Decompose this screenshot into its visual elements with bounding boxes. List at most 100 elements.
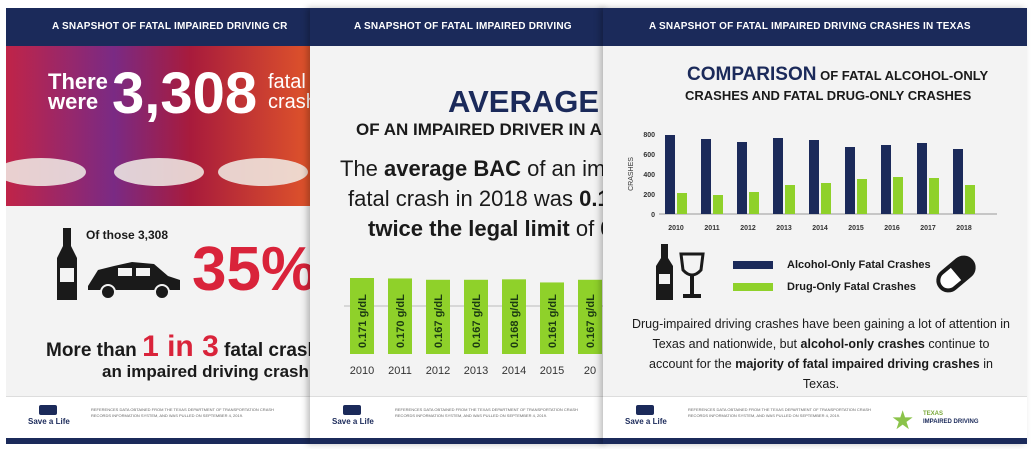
infographic-panel-crashes: A SNAPSHOT OF FATAL IMPAIRED DRIVING CR … xyxy=(6,8,314,444)
comparison-title: COMPARISON OF FATAL ALCOHOL-ONLY xyxy=(687,64,989,85)
x-tick-label: 2013 xyxy=(776,225,792,232)
bottle-icon xyxy=(57,228,77,300)
bac-bar xyxy=(502,279,526,354)
x-tick-label: 2015 xyxy=(848,225,864,232)
fatal-crash-text: fatal crash xyxy=(268,71,314,113)
comparison-bar-chart: 0 200 400 600 800 CRASHES 2010 2011 2012 2013 2014… xyxy=(628,132,997,232)
chart-legend: Alcohol-Only Fatal Crashes Drug-Only Fat… xyxy=(733,254,931,298)
y-tick-label: 0 xyxy=(651,212,655,219)
bac-sentence-line2: fatal crash in 2018 was 0.165 g xyxy=(348,186,608,211)
bac-bar-label: 0.161 g/dL xyxy=(547,294,559,348)
texas-impaired-driving-logo: ★ TEXAS IMPAIRED DRIVING xyxy=(891,405,979,435)
x-tick-label: 2015 xyxy=(540,365,564,377)
alcohol-bar xyxy=(845,147,855,214)
drug-bar xyxy=(821,183,831,214)
infographic-panel-bac: A SNAPSHOT OF FATAL IMPAIRED DRIVING AVE… xyxy=(310,8,608,444)
x-tick-label: 2012 xyxy=(426,365,450,377)
bac-bar xyxy=(426,279,450,354)
panel-footer: Save a Life REFERENCES DATA OBTAINED FRO… xyxy=(603,396,1027,444)
x-tick-label: 2014 xyxy=(502,365,526,377)
crashed-car-icon xyxy=(88,262,180,300)
x-tick-label: 2017 xyxy=(920,225,936,232)
save-a-life-logo: Save a Life xyxy=(332,405,374,435)
legend-item-alcohol: Alcohol-Only Fatal Crashes xyxy=(733,254,931,276)
panel-header: A SNAPSHOT OF FATAL IMPAIRED DRIVING xyxy=(310,8,608,46)
alcohol-bar xyxy=(773,138,783,214)
bac-bar xyxy=(578,279,602,354)
x-tick-label: 2010 xyxy=(668,225,684,232)
beer-and-wine-icon xyxy=(656,244,705,300)
one-in-three: 1 in 3 xyxy=(142,330,219,363)
hero-banner xyxy=(6,46,314,206)
more-than-text: More than xyxy=(46,340,137,361)
bac-bar-label: 0.167 g/dL xyxy=(585,294,597,348)
bac-sentence-line1: The average BAC of an impair xyxy=(340,156,608,181)
x-tick-label: 2014 xyxy=(812,225,828,232)
y-tick-label: 800 xyxy=(643,132,655,139)
alcohol-bar xyxy=(953,149,963,214)
pill-icon xyxy=(936,255,976,293)
x-tick-label: 2011 xyxy=(388,365,412,377)
infographic-panel-comparison: A SNAPSHOT OF FATAL IMPAIRED DRIVING CRA… xyxy=(603,8,1027,444)
impaired-crash-line: an impaired driving crash in xyxy=(102,362,314,381)
panel-header: A SNAPSHOT OF FATAL IMPAIRED DRIVING CR xyxy=(6,8,314,46)
y-tick-label: 400 xyxy=(643,172,655,179)
bac-bar-label: 0.167 g/dL xyxy=(471,294,483,348)
y-tick-label: 600 xyxy=(643,152,655,159)
drug-bar xyxy=(713,195,723,214)
drug-bar xyxy=(857,179,867,214)
comparison-paragraph: Drug-impaired driving crashes have been … xyxy=(631,317,1010,391)
data-citation: REFERENCES DATA OBTAINED FROM THE TEXAS … xyxy=(395,407,578,418)
headlight-glow xyxy=(6,158,86,186)
save-a-life-logo: Save a Life xyxy=(625,405,667,435)
bac-bar-label: 0.168 g/dL xyxy=(509,294,521,348)
panel-footer: Save a Life REFERENCES DATA OBTAINED FRO… xyxy=(6,396,314,444)
comparison-subtitle: CRASHES AND FATAL DRUG-ONLY CRASHES xyxy=(685,88,972,103)
bac-bar xyxy=(540,282,564,354)
percent-stat: 35% xyxy=(192,235,314,304)
y-tick-label: 200 xyxy=(643,192,655,199)
of-those-text: Of those 3,308 xyxy=(86,228,169,242)
there-were-text: There were xyxy=(48,69,108,114)
save-a-life-logo: Save a Life xyxy=(28,405,70,435)
headlight-glow xyxy=(114,158,204,186)
more-than-line: More than 1 in 3 fatal crashes xyxy=(46,330,314,364)
drug-bar xyxy=(929,178,939,214)
alcohol-bar xyxy=(881,145,891,214)
panel-footer: Save a Life REFERENCES DATA OBTAINED FRO… xyxy=(310,396,608,444)
headlight-glow xyxy=(218,158,308,186)
panel-header: A SNAPSHOT OF FATAL IMPAIRED DRIVING CRA… xyxy=(603,8,1027,46)
alcohol-bar xyxy=(917,143,927,214)
alcohol-bar xyxy=(701,139,711,214)
x-tick-label: 2018 xyxy=(956,225,972,232)
x-tick-label: 2010 xyxy=(350,365,374,377)
drug-bar xyxy=(893,177,903,214)
x-tick-label: 20 xyxy=(584,365,596,377)
legend-item-drug: Drug-Only Fatal Crashes xyxy=(733,276,931,298)
x-tick-label: 2011 xyxy=(704,225,719,232)
bac-bar-chart: 0.171 g/dL 2010 0.170 g/dL 2011 0.167 g/dL 20… xyxy=(344,278,608,377)
crash-count: 3,308 xyxy=(112,61,258,126)
drug-bar xyxy=(677,193,687,214)
alcohol-bar xyxy=(665,135,675,214)
data-citation: REFERENCES DATA OBTAINED FROM THE TEXAS … xyxy=(688,407,871,418)
drug-bar xyxy=(965,185,975,214)
bac-bar-label: 0.167 g/dL xyxy=(433,294,445,348)
data-citation: REFERENCES DATA OBTAINED FROM THE TEXAS … xyxy=(91,407,274,418)
average-bac-subtitle: OF AN IMPAIRED DRIVER IN A F xyxy=(356,120,608,139)
bac-bar xyxy=(350,278,374,354)
average-bac-title: AVERAGE BAC xyxy=(448,84,608,119)
y-axis-label: CRASHES xyxy=(628,157,635,191)
bac-bar xyxy=(464,279,488,354)
drug-bar xyxy=(749,192,759,214)
alcohol-bar xyxy=(737,142,747,214)
x-tick-label: 2016 xyxy=(884,225,900,232)
alcohol-bar xyxy=(809,140,819,214)
fatal-crashes-text: fatal crashes xyxy=(224,340,314,361)
x-tick-label: 2013 xyxy=(464,365,488,377)
bac-bar xyxy=(388,278,412,354)
drug-bar xyxy=(785,185,795,214)
x-tick-label: 2012 xyxy=(740,225,756,232)
bac-sentence-line3: twice the legal limit of 0 xyxy=(368,216,608,241)
bac-bar-label: 0.171 g/dL xyxy=(357,294,369,348)
